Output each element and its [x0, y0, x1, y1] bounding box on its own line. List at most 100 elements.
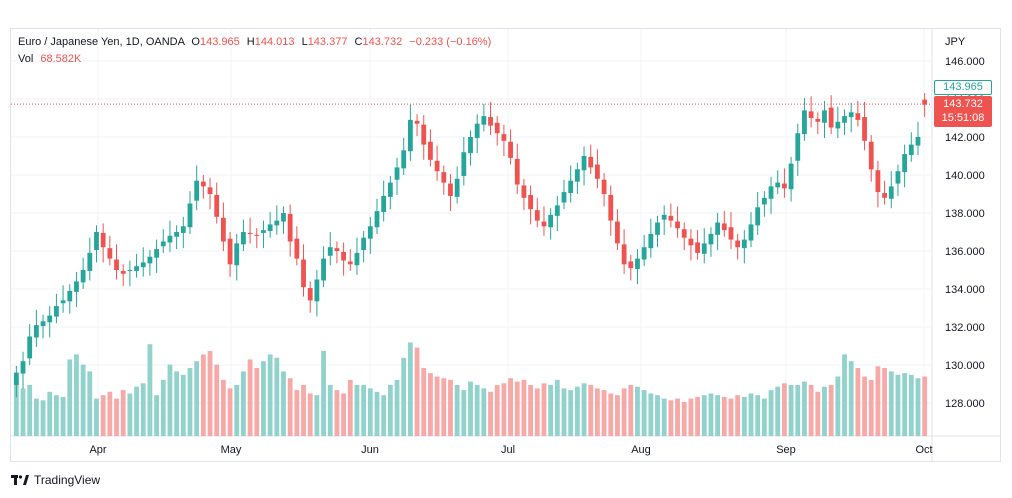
- candle-body[interactable]: [922, 99, 928, 105]
- candle-body[interactable]: [915, 137, 921, 146]
- candle-body[interactable]: [387, 182, 393, 197]
- candle-body[interactable]: [468, 137, 473, 154]
- candle-body[interactable]: [875, 170, 881, 193]
- candle-body[interactable]: [815, 118, 821, 122]
- candle-body[interactable]: [180, 226, 186, 233]
- candle-body[interactable]: [741, 239, 747, 249]
- candle-body[interactable]: [220, 217, 226, 242]
- candle-body[interactable]: [287, 213, 293, 242]
- candle-body[interactable]: [541, 221, 547, 227]
- candle-body[interactable]: [481, 116, 487, 125]
- candle-body[interactable]: [374, 211, 380, 228]
- candle-body[interactable]: [160, 241, 166, 247]
- candle-body[interactable]: [100, 232, 106, 248]
- candle-body[interactable]: [862, 117, 867, 141]
- candle-body[interactable]: [347, 261, 353, 265]
- candle-body[interactable]: [454, 178, 460, 197]
- candle-body[interactable]: [514, 158, 520, 185]
- candle-body[interactable]: [401, 150, 407, 169]
- candle-body[interactable]: [681, 229, 687, 238]
- candle-body[interactable]: [695, 242, 700, 253]
- candle-body[interactable]: [501, 134, 507, 141]
- candle-body[interactable]: [494, 122, 500, 134]
- candle-body[interactable]: [554, 205, 560, 216]
- candle-body[interactable]: [561, 192, 567, 203]
- candle-body[interactable]: [635, 258, 640, 270]
- candle-body[interactable]: [327, 247, 333, 256]
- candle-body[interactable]: [888, 186, 894, 199]
- candle-body[interactable]: [708, 233, 714, 245]
- candle-body[interactable]: [94, 232, 99, 251]
- candle-body[interactable]: [902, 154, 908, 173]
- candle-body[interactable]: [601, 179, 607, 194]
- candle-body[interactable]: [808, 111, 814, 118]
- candle-body[interactable]: [421, 124, 427, 145]
- candle-body[interactable]: [147, 256, 153, 264]
- candle-body[interactable]: [314, 279, 320, 302]
- candle-body[interactable]: [528, 194, 534, 210]
- candle-body[interactable]: [855, 113, 861, 120]
- candle-body[interactable]: [748, 224, 754, 241]
- candle-body[interactable]: [80, 270, 86, 283]
- candle-body[interactable]: [301, 259, 306, 288]
- candle-body[interactable]: [127, 270, 133, 271]
- candle-body[interactable]: [254, 234, 260, 236]
- candle-body[interactable]: [20, 361, 26, 374]
- candle-body[interactable]: [274, 220, 280, 226]
- candle-body[interactable]: [227, 238, 233, 265]
- candle-body[interactable]: [775, 182, 781, 188]
- candle-body[interactable]: [40, 321, 46, 327]
- candle-body[interactable]: [434, 160, 440, 172]
- candle-body[interactable]: [828, 107, 834, 128]
- candle-body[interactable]: [628, 261, 634, 269]
- candle-body[interactable]: [688, 238, 694, 246]
- candle-body[interactable]: [60, 300, 66, 304]
- candle-body[interactable]: [581, 156, 587, 171]
- candle-body[interactable]: [735, 240, 741, 248]
- candle-body[interactable]: [394, 167, 400, 180]
- candle-body[interactable]: [795, 133, 801, 161]
- candle-body[interactable]: [187, 203, 193, 228]
- candle-body[interactable]: [441, 172, 447, 183]
- candle-body[interactable]: [761, 197, 767, 205]
- candle-body[interactable]: [174, 232, 180, 237]
- candle-body[interactable]: [728, 227, 734, 240]
- candle-body[interactable]: [428, 141, 433, 160]
- symbol-title[interactable]: Euro / Japanese Yen, 1D, OANDA: [18, 36, 185, 48]
- candle-body[interactable]: [668, 215, 674, 221]
- candle-body[interactable]: [508, 141, 513, 158]
- candle-body[interactable]: [281, 213, 286, 222]
- candle-body[interactable]: [87, 252, 93, 271]
- candle-body[interactable]: [354, 252, 360, 266]
- candle-body[interactable]: [768, 186, 774, 199]
- candle-body[interactable]: [594, 164, 600, 179]
- candle-body[interactable]: [54, 306, 59, 317]
- candle-body[interactable]: [74, 281, 79, 292]
- candle-body[interactable]: [621, 244, 627, 265]
- candle-body[interactable]: [608, 194, 614, 221]
- candle-body[interactable]: [107, 248, 113, 259]
- candle-body[interactable]: [461, 152, 467, 176]
- candle-body[interactable]: [755, 207, 761, 226]
- candle-body[interactable]: [234, 243, 240, 266]
- candle-body[interactable]: [701, 243, 707, 254]
- candle-body[interactable]: [334, 248, 340, 251]
- candle-body[interactable]: [207, 187, 213, 194]
- candle-body[interactable]: [721, 223, 727, 231]
- candle-body[interactable]: [241, 232, 246, 245]
- candle-body[interactable]: [448, 183, 453, 196]
- candle-body[interactable]: [868, 141, 874, 170]
- candle-body[interactable]: [895, 171, 901, 184]
- candle-body[interactable]: [568, 180, 574, 194]
- candle-body[interactable]: [848, 112, 854, 118]
- candle-body[interactable]: [67, 290, 73, 302]
- candle-body[interactable]: [574, 169, 580, 182]
- candle-body[interactable]: [200, 181, 206, 187]
- candle-body[interactable]: [588, 156, 594, 168]
- time-axis[interactable]: Apr May Jun Jul Aug Sep Oct: [89, 444, 932, 456]
- candle-body[interactable]: [715, 222, 721, 235]
- candle-body[interactable]: [521, 185, 527, 198]
- candle-body[interactable]: [194, 180, 200, 201]
- candle-body[interactable]: [675, 221, 680, 229]
